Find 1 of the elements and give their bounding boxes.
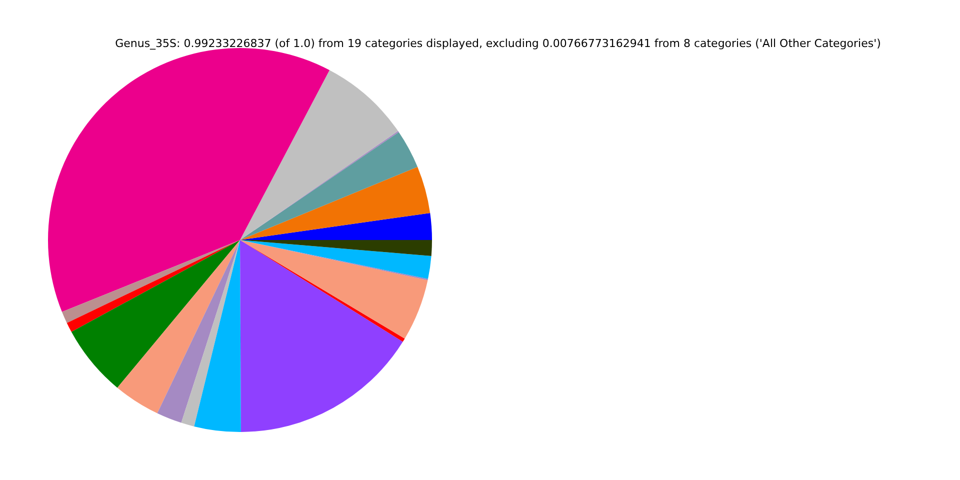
- text: Genus_35S: 0.99233226837 (of 1.0) from 19 categories displayed, excluding 0.00766773162941 from 8 categories ('All Other Categories'): [115, 37, 881, 50]
